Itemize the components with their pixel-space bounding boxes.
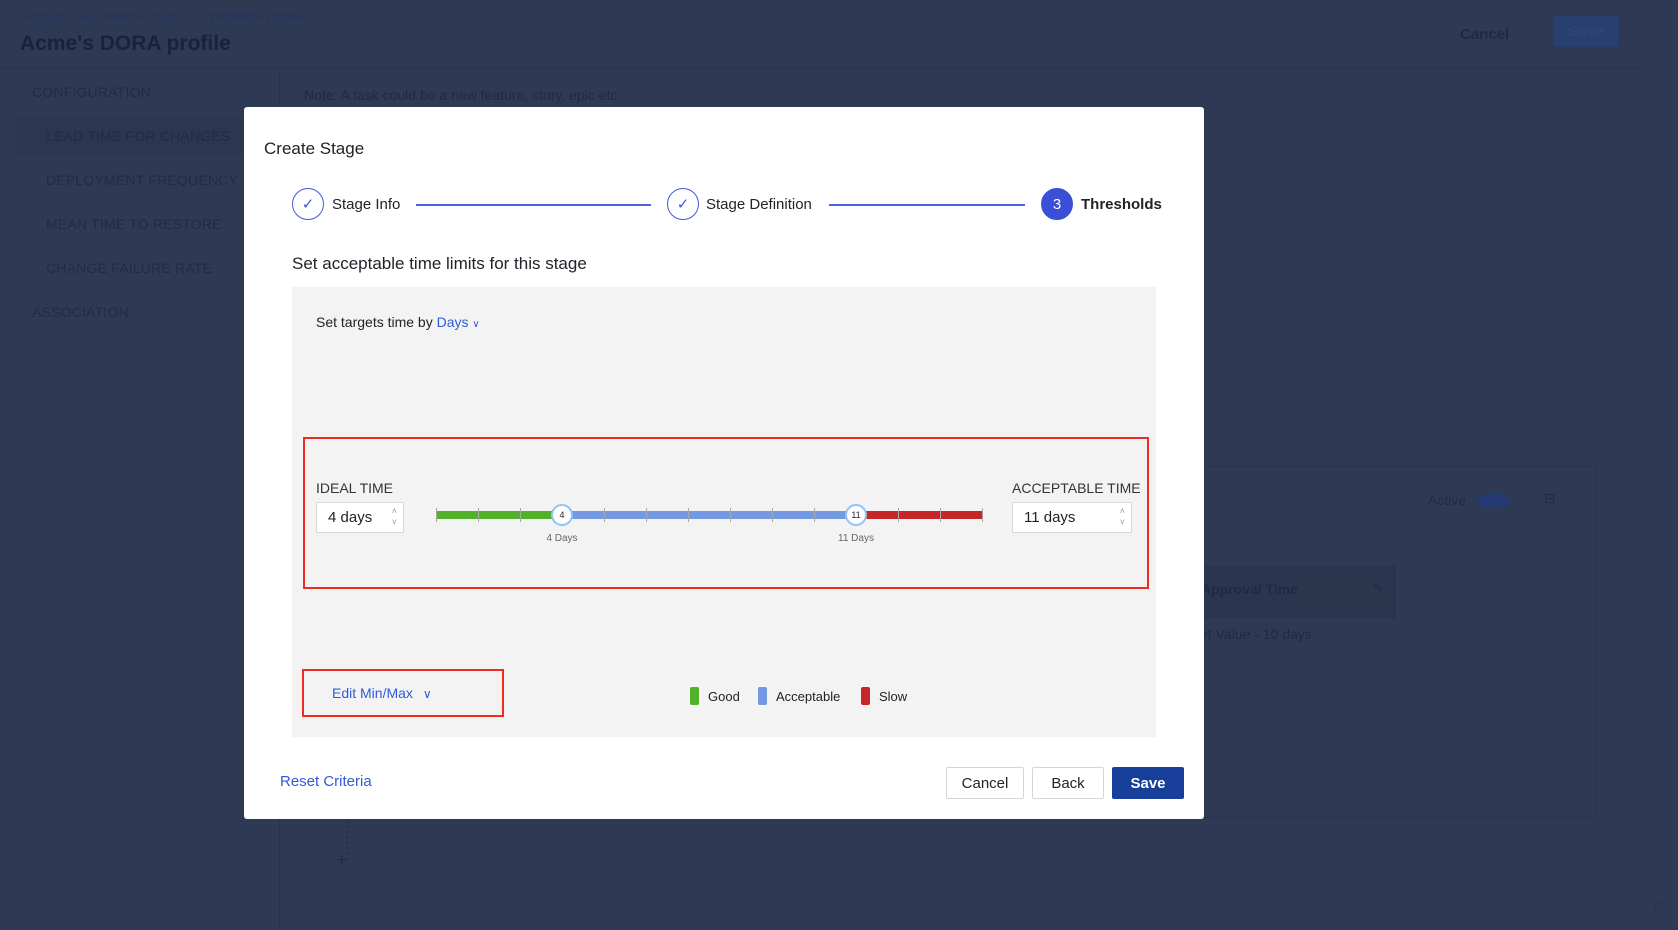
slider-caption-ideal: 4 Days (546, 533, 578, 544)
slider-tick (981, 508, 983, 522)
step-1-check-icon[interactable]: ✓ (292, 188, 324, 220)
stepper-arrows-icon[interactable]: ˄ ˅ (1119, 506, 1125, 527)
slider-segment-slow (856, 511, 982, 519)
ideal-time-value: 4 days (328, 509, 373, 526)
targets-unit-value: Days (436, 314, 469, 330)
slider-tick (897, 508, 899, 522)
slider-handle-acceptable[interactable]: 11 (845, 504, 867, 526)
sidebar-item-deployment-frequency[interactable]: DEPLOYMENT FREQUENCY (46, 172, 238, 188)
header-save-button[interactable]: Save (1553, 16, 1619, 47)
acceptable-time-value: 11 days (1024, 509, 1076, 526)
legend-slow: Slow (861, 687, 907, 705)
legend-swatch-slow (861, 687, 870, 705)
sidebar-section-configuration: CONFIGURATION (32, 84, 152, 100)
page-title: Acme's DORA profile (20, 32, 231, 55)
active-toggle[interactable] (1478, 494, 1510, 508)
lock-icon: ⊟ (1544, 490, 1556, 506)
sidebar-section-association[interactable]: ASSOCIATION (32, 304, 129, 320)
legend-good: Good (690, 687, 740, 705)
sidebar-item-lead-time[interactable]: LEAD TIME FOR CHANGES (46, 128, 231, 144)
sidebar-item-mttr[interactable]: MEAN TIME TO RESTORE (46, 216, 222, 232)
threshold-slider[interactable]: 4 4 Days 11 11 Days (435, 503, 983, 553)
chat-icon[interactable]: ◌ (1654, 898, 1664, 915)
slider-tick (939, 508, 941, 522)
add-stage-icon[interactable]: + (337, 852, 347, 869)
slider-caption-acceptable: 11 Days (838, 533, 874, 544)
legend-swatch-good (690, 687, 699, 705)
slider-tick (771, 508, 773, 522)
slider-handle-ideal[interactable]: 4 (551, 504, 573, 526)
edit-minmax-label: Edit Min/Max (332, 685, 413, 701)
create-stage-modal: Create Stage ✓ Stage Info ✓ Stage Defini… (244, 107, 1204, 819)
note-text: Note: A task could be a new feature, sto… (304, 87, 622, 103)
slider-tick (813, 508, 815, 522)
step-2-check-icon[interactable]: ✓ (667, 188, 699, 220)
sidebar-active-highlight (16, 117, 246, 155)
save-button[interactable]: Save (1112, 767, 1184, 799)
slider-tick (687, 508, 689, 522)
breadcrumb-workflow-profiles[interactable]: Workflow Profiles (209, 9, 310, 24)
approval-time-card[interactable]: Approval Time ✎ (1186, 566, 1396, 618)
chevron-down-icon: ∨ (422, 687, 432, 701)
legend-label: Good (708, 688, 740, 704)
targets-prefix: Set targets time by (316, 314, 433, 330)
chevron-down-icon: ∨ (472, 319, 480, 330)
legend-acceptable: Acceptable (758, 687, 840, 705)
step-3-label: Thresholds (1081, 196, 1162, 213)
legend-label: Acceptable (776, 688, 841, 704)
active-label: Active (1428, 492, 1467, 508)
card-value: et Value - 10 days (1200, 626, 1312, 642)
ideal-time-label: IDEAL TIME (316, 480, 394, 496)
step-connector (416, 204, 651, 206)
stage-subtitle: Set acceptable time limits for this stag… (292, 254, 587, 273)
header-divider (0, 68, 1645, 69)
slider-tick (729, 508, 731, 522)
legend-label: Slow (879, 688, 908, 704)
modal-title: Create Stage (264, 139, 365, 158)
edit-minmax-toggle[interactable]: Edit Min/Max ∨ (332, 685, 432, 701)
ideal-time-input[interactable]: 4 days ˄ ˅ (316, 502, 404, 533)
acceptable-time-label: ACCEPTABLE TIME (1012, 480, 1141, 496)
connector-line (347, 820, 348, 860)
slider-tick (477, 508, 479, 522)
slider-segment-acceptable (562, 511, 856, 519)
slider-segment-good (436, 511, 562, 519)
targets-unit-dropdown[interactable]: Days ∨ (437, 314, 480, 330)
highlight-box-edit-minmax (302, 669, 504, 717)
acceptable-time-input[interactable]: 11 days ˄ ˅ (1012, 502, 1132, 533)
thresholds-panel: Set targets time by Days ∨ IDEAL TIME 4 … (292, 287, 1156, 737)
targets-by: Set targets time by Days ∨ (316, 314, 480, 330)
step-2-label[interactable]: Stage Definition (706, 196, 812, 213)
stepper-arrows-icon[interactable]: ˄ ˅ (391, 506, 397, 527)
step-3-number: 3 (1041, 188, 1073, 220)
slider-tick (519, 508, 521, 522)
highlight-box-slider (303, 437, 1149, 589)
edit-icon[interactable]: ✎ (1372, 581, 1383, 595)
reset-criteria-link[interactable]: Reset Criteria (280, 773, 372, 790)
step-connector (829, 204, 1025, 206)
slider-tick (603, 508, 605, 522)
legend-swatch-acceptable (758, 687, 767, 705)
breadcrumb-account[interactable]: Account: SEI-Internal-Prod2 (20, 9, 182, 24)
slider-tick (645, 508, 647, 522)
stage-container (1160, 466, 1596, 818)
step-1-label[interactable]: Stage Info (332, 196, 401, 213)
header-cancel-button[interactable]: Cancel (1460, 26, 1510, 43)
card-title: Approval Time (1201, 581, 1298, 597)
breadcrumb: Account: SEI-Internal-Prod2 › Workflow P… (20, 9, 310, 24)
slider-tick (435, 508, 437, 522)
sidebar-item-change-failure-rate[interactable]: CHANGE FAILURE RATE (46, 260, 213, 276)
cancel-button[interactable]: Cancel (946, 767, 1024, 799)
breadcrumb-separator-icon: › (193, 9, 198, 24)
back-button[interactable]: Back (1032, 767, 1104, 799)
